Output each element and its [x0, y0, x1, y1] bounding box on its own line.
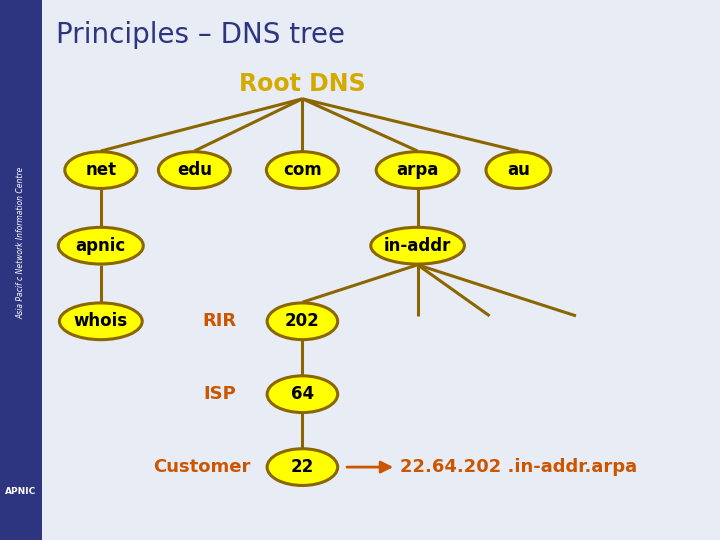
Text: 22: 22 [291, 458, 314, 476]
Text: apnic: apnic [76, 237, 126, 255]
Text: edu: edu [177, 161, 212, 179]
Text: Customer: Customer [153, 458, 251, 476]
Text: RIR: RIR [202, 312, 237, 330]
Text: 64: 64 [291, 385, 314, 403]
Text: arpa: arpa [397, 161, 438, 179]
Text: in-addr: in-addr [384, 237, 451, 255]
Text: Principles – DNS tree: Principles – DNS tree [56, 21, 345, 49]
Ellipse shape [267, 303, 338, 340]
Ellipse shape [486, 152, 551, 188]
Ellipse shape [267, 449, 338, 485]
Text: Root DNS: Root DNS [239, 72, 366, 96]
Ellipse shape [58, 227, 143, 264]
Text: net: net [85, 161, 117, 179]
Ellipse shape [267, 376, 338, 413]
Text: com: com [283, 161, 322, 179]
Ellipse shape [376, 152, 459, 188]
Ellipse shape [158, 152, 230, 188]
Ellipse shape [371, 227, 464, 264]
Ellipse shape [266, 152, 338, 188]
Text: au: au [507, 161, 530, 179]
Ellipse shape [65, 152, 137, 188]
Text: 22.64.202 .in-addr.arpa: 22.64.202 .in-addr.arpa [400, 458, 636, 476]
Text: ISP: ISP [203, 385, 236, 403]
Text: whois: whois [73, 312, 128, 330]
Text: APNIC: APNIC [5, 487, 37, 496]
Ellipse shape [60, 303, 143, 340]
Text: Asia Pacif c Network Information Centre: Asia Pacif c Network Information Centre [17, 167, 25, 319]
Bar [0, 0, 42, 540]
Text: 202: 202 [285, 312, 320, 330]
